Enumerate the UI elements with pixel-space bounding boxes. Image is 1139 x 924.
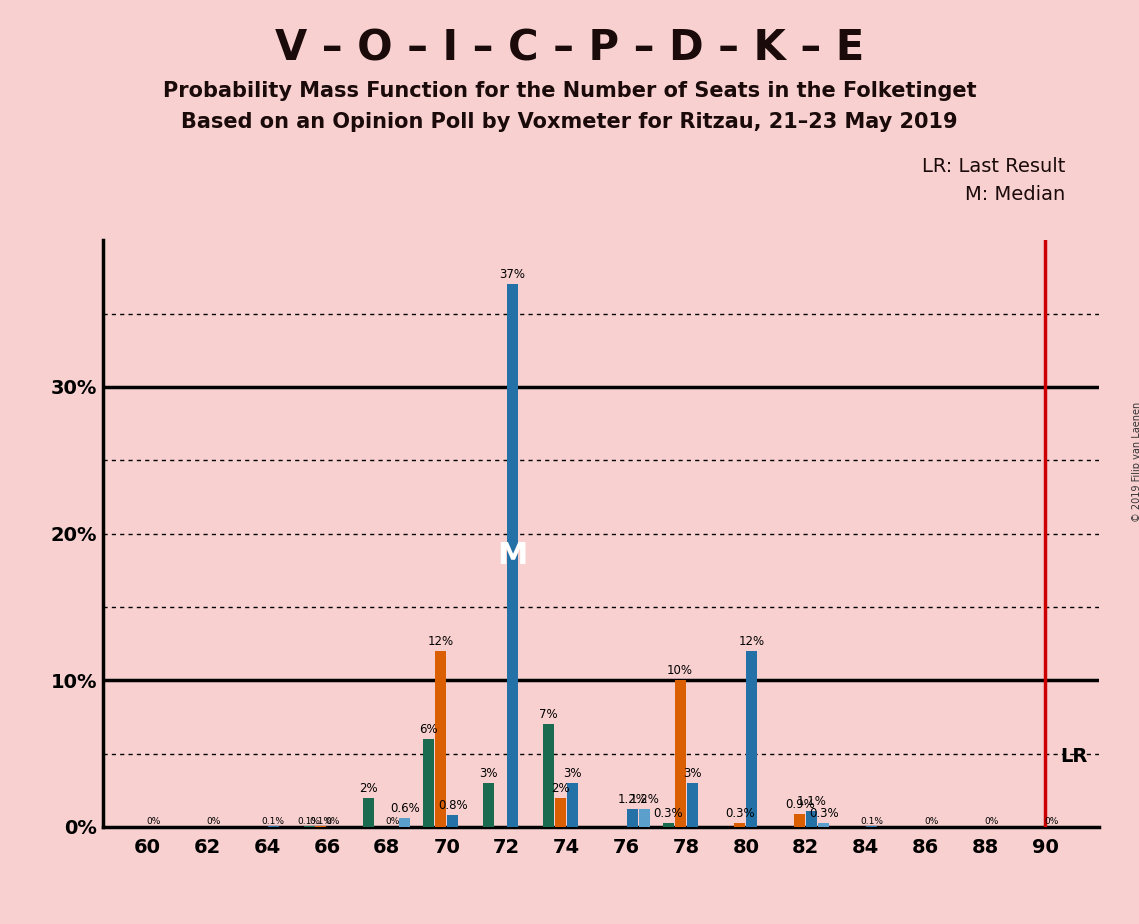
Text: 0%: 0%	[146, 817, 161, 825]
Text: 0%: 0%	[984, 817, 999, 825]
Bar	[400, 818, 410, 827]
Text: 0.1%: 0.1%	[310, 817, 333, 825]
Bar	[746, 650, 757, 827]
Text: 0.1%: 0.1%	[262, 817, 285, 825]
Text: 12%: 12%	[427, 635, 453, 648]
Bar	[794, 814, 805, 827]
Text: Based on an Opinion Poll by Voxmeter for Ritzau, 21–23 May 2019: Based on an Opinion Poll by Voxmeter for…	[181, 112, 958, 132]
Text: 0%: 0%	[925, 817, 939, 825]
Bar	[818, 822, 829, 827]
Bar	[316, 825, 327, 827]
Bar	[663, 822, 673, 827]
Text: 37%: 37%	[500, 268, 525, 281]
Text: 0%: 0%	[1044, 817, 1058, 825]
Bar	[735, 822, 746, 827]
Bar	[483, 783, 494, 827]
Text: 0.9%: 0.9%	[785, 797, 814, 811]
Bar	[424, 739, 434, 827]
Text: 1.2%: 1.2%	[629, 794, 659, 807]
Text: 2%: 2%	[551, 782, 570, 795]
Text: M: M	[498, 541, 527, 570]
Text: 0.8%: 0.8%	[437, 799, 467, 812]
Text: 1.2%: 1.2%	[617, 794, 647, 807]
Text: 12%: 12%	[739, 635, 765, 648]
Text: 7%: 7%	[539, 709, 558, 722]
Text: LR: LR	[1060, 748, 1088, 766]
Bar	[674, 680, 686, 827]
Text: 0.1%: 0.1%	[860, 817, 883, 825]
Bar	[555, 797, 566, 827]
Text: M: Median: M: Median	[965, 185, 1065, 204]
Bar	[687, 783, 697, 827]
Text: 1.1%: 1.1%	[797, 795, 827, 808]
Text: 2%: 2%	[360, 782, 378, 795]
Text: 0.1%: 0.1%	[297, 817, 320, 825]
Text: 0%: 0%	[206, 817, 221, 825]
Text: 0.3%: 0.3%	[726, 807, 755, 820]
Text: 3%: 3%	[683, 767, 702, 780]
Bar	[363, 797, 375, 827]
Bar	[866, 825, 877, 827]
Text: LR: Last Result: LR: Last Result	[921, 157, 1065, 176]
Text: 3%: 3%	[563, 767, 582, 780]
Bar	[268, 825, 279, 827]
Bar	[303, 825, 314, 827]
Bar	[543, 724, 554, 827]
Bar	[448, 815, 458, 827]
Bar	[567, 783, 577, 827]
Text: 10%: 10%	[667, 664, 694, 677]
Bar	[639, 809, 649, 827]
Text: 0.3%: 0.3%	[809, 807, 838, 820]
Bar	[626, 809, 638, 827]
Bar	[435, 650, 446, 827]
Text: 0.6%: 0.6%	[390, 802, 419, 815]
Text: Probability Mass Function for the Number of Seats in the Folketinget: Probability Mass Function for the Number…	[163, 81, 976, 102]
Text: 0%: 0%	[326, 817, 341, 825]
Text: © 2019 Filip van Laenen: © 2019 Filip van Laenen	[1132, 402, 1139, 522]
Bar	[806, 811, 818, 827]
Text: 0.3%: 0.3%	[654, 807, 683, 820]
Text: 0%: 0%	[386, 817, 400, 825]
Text: 3%: 3%	[480, 767, 498, 780]
Text: 6%: 6%	[419, 723, 439, 736]
Bar	[507, 285, 518, 827]
Text: V – O – I – C – P – D – K – E: V – O – I – C – P – D – K – E	[274, 28, 865, 69]
